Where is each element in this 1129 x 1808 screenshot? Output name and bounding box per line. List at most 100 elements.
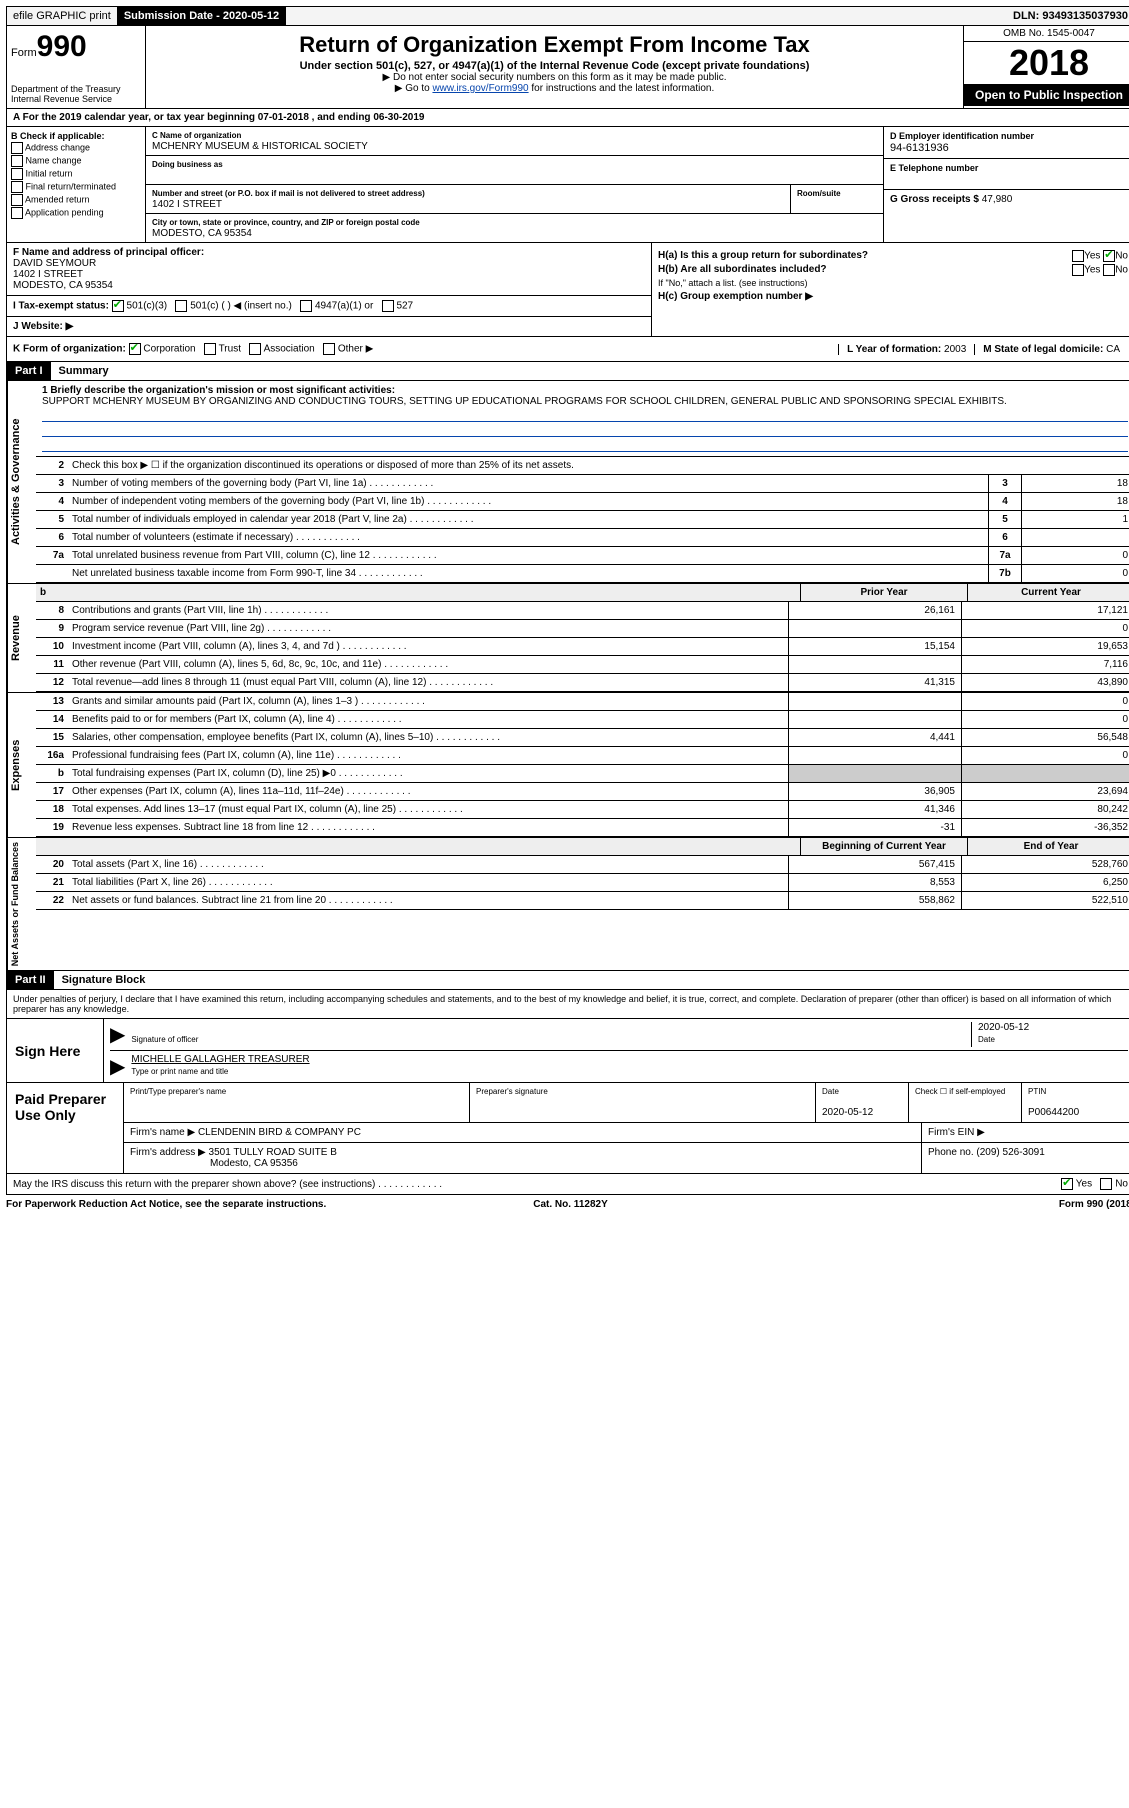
- box-l: L Year of formation: 2003: [838, 344, 974, 355]
- dln: DLN: 93493135037930: [1007, 7, 1129, 25]
- chk-initial[interactable]: Initial return: [11, 168, 141, 180]
- sidebar-na: Net Assets or Fund Balances: [7, 838, 36, 970]
- chk-4947[interactable]: [300, 300, 312, 312]
- box-b-label: B Check if applicable:: [11, 131, 141, 141]
- fin-header: b Prior Year Current Year: [36, 584, 1129, 602]
- ptin-value: P00644200: [1028, 1107, 1079, 1118]
- discuss-question: May the IRS discuss this return with the…: [13, 1179, 1061, 1190]
- fin-row: 14Benefits paid to or for members (Part …: [36, 711, 1129, 729]
- prep-row-3: Firm's address ▶ 3501 TULLY ROAD SUITE B…: [124, 1143, 1129, 1173]
- form-header: Form990 Department of the Treasury Inter…: [6, 26, 1129, 109]
- city-row: City or town, state or province, country…: [146, 213, 883, 242]
- box-c: C Name of organization MCHENRY MUSEUM & …: [146, 127, 884, 242]
- fin-row: 9Program service revenue (Part VIII, lin…: [36, 620, 1129, 638]
- fin-row: 8Contributions and grants (Part VIII, li…: [36, 602, 1129, 620]
- klm-row: K Form of organization: Corporation Trus…: [6, 337, 1129, 362]
- top-bar: efile GRAPHIC print Submission Date - 20…: [6, 6, 1129, 26]
- part1-header: Part I: [7, 362, 51, 380]
- form-title: Return of Organization Exempt From Incom…: [154, 32, 955, 58]
- omb-number: OMB No. 1545-0047: [964, 26, 1129, 42]
- paid-prep-label: Paid Preparer Use Only: [7, 1083, 124, 1173]
- chk-addr-change[interactable]: Address change: [11, 142, 141, 154]
- efile-label[interactable]: efile GRAPHIC print: [7, 7, 118, 25]
- ein-row: D Employer identification number 94-6131…: [884, 127, 1129, 159]
- prep-row-2: Firm's name ▶ CLENDENIN BIRD & COMPANY P…: [124, 1123, 1129, 1143]
- chk-501c[interactable]: [175, 300, 187, 312]
- tax-status-row: I Tax-exempt status: 501(c)(3) 501(c) ( …: [7, 296, 651, 317]
- chk-final[interactable]: Final return/terminated: [11, 181, 141, 193]
- footer: For Paperwork Reduction Act Notice, see …: [6, 1195, 1129, 1214]
- firm-name: CLENDENIN BIRD & COMPANY PC: [198, 1127, 361, 1138]
- summary-row: Net unrelated business taxable income fr…: [36, 565, 1129, 583]
- street-value: 1402 I STREET: [152, 199, 222, 210]
- arrow-icon: ▶: [110, 1022, 125, 1047]
- fgh-left: F Name and address of principal officer:…: [7, 243, 652, 336]
- summary-row: 3Number of voting members of the governi…: [36, 475, 1129, 493]
- chk-assoc[interactable]: [249, 343, 261, 355]
- form-number: Form990: [11, 30, 141, 64]
- officer-name-title: MICHELLE GALLAGHER TREASURER: [131, 1054, 1128, 1065]
- mission-row: 1 Briefly describe the organization's mi…: [36, 381, 1129, 457]
- revenue-block: Revenue b Prior Year Current Year 8Contr…: [6, 584, 1129, 693]
- fin-row: 15Salaries, other compensation, employee…: [36, 729, 1129, 747]
- fin-row: 13Grants and similar amounts paid (Part …: [36, 693, 1129, 711]
- public-inspection: Open to Public Inspection: [964, 84, 1129, 106]
- city-value: MODESTO, CA 95354: [152, 228, 252, 239]
- box-k: K Form of organization: Corporation Trus…: [13, 343, 838, 355]
- na-header: Beginning of Current Year End of Year: [36, 838, 1129, 856]
- chk-501c3[interactable]: [112, 300, 124, 312]
- line2-row: 2 Check this box ▶ ☐ if the organization…: [36, 457, 1129, 475]
- org-info-block: B Check if applicable: Address change Na…: [6, 127, 1129, 243]
- hb-row: H(b) Are all subordinates included? Yes …: [658, 264, 1128, 275]
- chk-name-change[interactable]: Name change: [11, 155, 141, 167]
- sidebar-exp: Expenses: [7, 693, 36, 837]
- fin-row: 17Other expenses (Part IX, column (A), l…: [36, 783, 1129, 801]
- arrow-icon: ▶: [110, 1054, 125, 1079]
- box-m: M State of legal domicile: CA: [974, 344, 1128, 355]
- fin-row: 10Investment income (Part VIII, column (…: [36, 638, 1129, 656]
- penalty-text: Under penalties of perjury, I declare th…: [7, 990, 1129, 1018]
- mission-text: SUPPORT MCHENRY MUSEUM BY ORGANIZING AND…: [42, 396, 1007, 407]
- boy-header: Beginning of Current Year: [800, 838, 967, 855]
- fgh-block: F Name and address of principal officer:…: [6, 243, 1129, 337]
- sign-here-label: Sign Here: [7, 1019, 104, 1082]
- preparer-block: Paid Preparer Use Only Print/Type prepar…: [6, 1083, 1129, 1174]
- chk-other[interactable]: [323, 343, 335, 355]
- ein-value: 94-6131936: [890, 142, 949, 154]
- chk-trust[interactable]: [204, 343, 216, 355]
- header-right: OMB No. 1545-0047 2018 Open to Public In…: [963, 26, 1129, 108]
- org-name: MCHENRY MUSEUM & HISTORICAL SOCIETY: [152, 141, 368, 152]
- net-assets-block: Net Assets or Fund Balances Beginning of…: [6, 838, 1129, 971]
- footer-left: For Paperwork Reduction Act Notice, see …: [6, 1199, 382, 1210]
- fgh-right: H(a) Is this a group return for subordin…: [652, 243, 1129, 336]
- hc-row: H(c) Group exemption number ▶: [658, 291, 1128, 302]
- gross-receipts-row: G Gross receipts $ 47,980: [884, 190, 1129, 209]
- sig-date: 2020-05-12: [978, 1022, 1128, 1033]
- prep-row-1: Print/Type preparer's name Preparer's si…: [124, 1083, 1129, 1123]
- discuss-no[interactable]: [1100, 1178, 1112, 1190]
- fin-row: 22Net assets or fund balances. Subtract …: [36, 892, 1129, 910]
- chk-527[interactable]: [382, 300, 394, 312]
- fin-row: 20Total assets (Part X, line 16)567,4155…: [36, 856, 1129, 874]
- fin-row: 11Other revenue (Part VIII, column (A), …: [36, 656, 1129, 674]
- chk-pending[interactable]: Application pending: [11, 207, 141, 219]
- header-left: Form990 Department of the Treasury Inter…: [7, 26, 146, 108]
- website-row: J Website: ▶: [7, 317, 651, 336]
- part2-header: Part II: [7, 971, 54, 989]
- firm-phone: (209) 526-3091: [976, 1147, 1044, 1158]
- current-year-header: Current Year: [967, 584, 1129, 601]
- header-center: Return of Organization Exempt From Incom…: [146, 26, 963, 108]
- part1-title: Part I Summary: [6, 362, 1129, 381]
- note-link: ▶ Go to www.irs.gov/Form990 for instruct…: [154, 83, 955, 94]
- chk-corp[interactable]: [129, 343, 141, 355]
- discuss-row: May the IRS discuss this return with the…: [6, 1174, 1129, 1195]
- dept-label: Department of the Treasury Internal Reve…: [11, 84, 141, 104]
- discuss-yes[interactable]: [1061, 1178, 1073, 1190]
- prior-year-header: Prior Year: [800, 584, 967, 601]
- chk-amended[interactable]: Amended return: [11, 194, 141, 206]
- part2-title: Part II Signature Block: [6, 971, 1129, 990]
- sign-here-row: Sign Here ▶ Signature of officer 2020-05…: [7, 1018, 1129, 1082]
- irs-link[interactable]: www.irs.gov/Form990: [432, 83, 528, 94]
- fin-row: 21Total liabilities (Part X, line 26)8,5…: [36, 874, 1129, 892]
- gross-receipts-value: 47,980: [982, 194, 1013, 205]
